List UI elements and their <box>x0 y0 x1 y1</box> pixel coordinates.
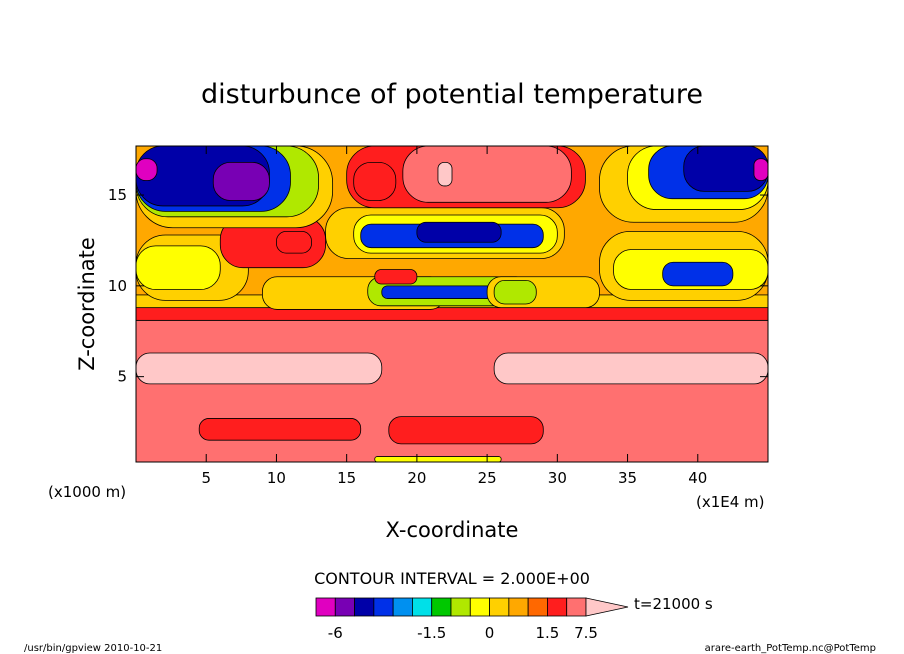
contour-region-5 <box>493 352 768 385</box>
contour-region-39 <box>683 146 768 192</box>
x-tick-label: 40 <box>688 469 707 487</box>
colorbar-label: 0 <box>485 624 495 642</box>
y-tick-label: 15 <box>108 186 127 204</box>
colorbar-swatch <box>508 597 529 617</box>
x-axis: 5 10 15 20 25 30 35 40 <box>201 146 707 487</box>
x-tick-label: 10 <box>267 469 286 487</box>
colorbar-swatch <box>315 597 336 617</box>
y-axis: 5 10 15 <box>108 186 768 386</box>
contour-region-34 <box>437 161 453 187</box>
contour-region-12 <box>374 269 418 285</box>
heatmap-field <box>136 146 768 462</box>
x-tick-label: 30 <box>548 469 567 487</box>
colorbar-swatch <box>431 597 452 617</box>
colorbar-label: 1.5 <box>535 624 559 642</box>
contour-region-2 <box>136 307 768 321</box>
contour-region-30 <box>136 158 158 181</box>
x-tick-label: 20 <box>407 469 426 487</box>
contour-region-8 <box>374 456 502 462</box>
colorbar-extension <box>585 597 629 617</box>
contour-region-14 <box>493 279 537 305</box>
colorbar-label: -1.5 <box>417 624 446 642</box>
chart-title: disturbunce of potential temperature <box>201 79 703 110</box>
colorbar-swatch <box>566 597 587 617</box>
x-tick-label: 35 <box>618 469 637 487</box>
x-tick-label: 5 <box>201 469 211 487</box>
colorbar-swatch <box>334 597 355 617</box>
colorbar-swatch <box>547 597 568 617</box>
colorbar-label: 7.5 <box>574 624 598 642</box>
contour-region-11 <box>381 285 502 299</box>
colorbar-swatch <box>373 597 394 617</box>
contour-region-35 <box>353 161 397 201</box>
x-unit-left: (x1000 m) <box>48 483 126 501</box>
footer-right: arare-earth_PotTemp.nc@PotTemp <box>705 643 876 654</box>
contour-region-7 <box>388 416 544 445</box>
colorbar: -6 -1.5 0 1.5 7.5 <box>315 597 629 642</box>
x-tick-label: 15 <box>337 469 356 487</box>
colorbar-swatch <box>489 597 510 617</box>
colorbar-swatch <box>469 597 490 617</box>
y-tick-label: 10 <box>108 277 127 295</box>
contour-interval: CONTOUR INTERVAL = 2.000E+00 <box>314 569 590 588</box>
colorbar-label: -6 <box>328 624 343 642</box>
colorbar-swatch <box>527 597 548 617</box>
y-tick-label: 5 <box>117 368 127 386</box>
y-axis-label: Z-coordinate <box>75 237 99 371</box>
colorbar-swatch <box>354 597 375 617</box>
colorbar-swatch <box>450 597 471 617</box>
contour-region-31 <box>212 161 270 201</box>
contour-region-16 <box>136 245 221 290</box>
colorbar-swatch <box>392 597 413 617</box>
contour-region-19 <box>662 261 734 287</box>
contour-region-21 <box>276 230 312 254</box>
time-label: t=21000 s <box>634 595 713 613</box>
footer-left: /usr/bin/gpview 2010-10-21 <box>24 643 162 654</box>
x-tick-label: 25 <box>478 469 497 487</box>
plot-frame <box>135 145 769 463</box>
contour-region-6 <box>198 418 362 441</box>
contour-region-25 <box>416 221 502 243</box>
contour-region-33 <box>402 146 572 203</box>
x-axis-label: X-coordinate <box>386 518 519 542</box>
colorbar-swatch <box>412 597 433 617</box>
contour-region-40 <box>753 158 768 181</box>
x-unit-right: (x1E4 m) <box>696 493 765 511</box>
contour-region-4 <box>136 352 383 385</box>
